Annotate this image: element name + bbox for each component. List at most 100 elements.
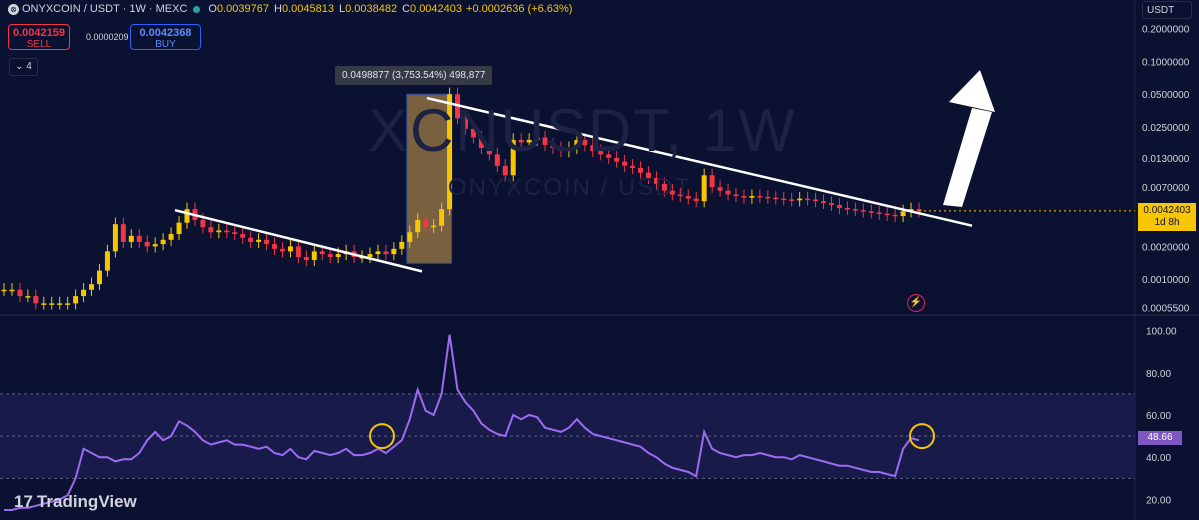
candle-body (868, 211, 874, 213)
candle-body (81, 289, 87, 297)
candle-body (327, 254, 333, 257)
candle-body (41, 303, 47, 305)
candle-body (375, 251, 381, 255)
candle-body (367, 254, 373, 257)
candle-body (510, 139, 516, 176)
candle-body (160, 239, 166, 245)
candle-body (279, 248, 285, 252)
symbol-title[interactable]: ONYXCOIN / USDT · 1W · MEXC (22, 3, 188, 15)
candle-body (89, 284, 95, 290)
change-value: +0.0002636 (+6.63%) (466, 3, 573, 15)
candle-body (295, 246, 301, 257)
close-label: C (402, 3, 411, 15)
candle-body (900, 211, 906, 217)
open-label: O (208, 3, 217, 15)
candle-body (112, 224, 118, 252)
indicators-toggle-button[interactable]: ⌄ 4 (9, 58, 38, 76)
rsi-axis-label: 60.00 (1146, 411, 1171, 422)
candle-body (717, 187, 723, 191)
candle-body (645, 172, 651, 178)
rsi-axis-label: 100.00 (1146, 327, 1177, 338)
candle-body (96, 270, 102, 285)
candle-body (622, 161, 628, 166)
market-status-icon (193, 5, 201, 13)
bar-countdown: 1d 8h (1154, 217, 1180, 228)
candle-body (805, 198, 811, 201)
candle-body (590, 145, 596, 152)
candle-body (638, 167, 644, 173)
candle-body (168, 234, 174, 240)
measure-tooltip: 0.0498877 (3,753.54%) 498,877 (335, 66, 493, 85)
price-axis-label: 0.0005500 (1142, 303, 1190, 314)
rsi-line (4, 334, 920, 511)
candle-body (399, 241, 405, 249)
price-axis-label: 0.0250000 (1142, 123, 1190, 134)
symbol-watermark-sub: ONYXCOIN / USDT (448, 174, 692, 201)
candle-body (152, 244, 158, 247)
candle-body (876, 212, 882, 214)
high-label: H (273, 3, 282, 15)
candle-body (25, 296, 31, 298)
low-label: L (338, 3, 346, 15)
candle-body (598, 151, 604, 155)
candle-body (287, 246, 293, 252)
candle-body (884, 213, 890, 216)
candle-body (57, 303, 63, 305)
candle-body (821, 201, 827, 204)
buy-price: 0.0042368 (139, 27, 192, 39)
candle-body (669, 190, 675, 195)
candle-body (844, 208, 850, 210)
candle-body (781, 198, 787, 201)
onyxcoin-symbol-icon: ⊗ (8, 3, 19, 15)
descending-trendline-1 (174, 208, 423, 273)
last-price-value: 0.0042403 (1143, 205, 1191, 216)
lightning-icon[interactable]: ⚡ (907, 294, 925, 312)
rsi-band (0, 393, 1135, 479)
candle-body (773, 197, 779, 200)
candle-body (104, 251, 110, 271)
candle-body (423, 219, 429, 228)
candle-body (526, 139, 532, 143)
symbol-header: ⊗ ONYXCOIN / USDT · 1W · MEXC O0.0039767 H 0… (8, 3, 572, 15)
candle-body (725, 190, 731, 195)
candle-body (248, 237, 254, 242)
candle-body (184, 209, 190, 223)
candle-body (335, 254, 341, 257)
sell-label: SELL (26, 39, 52, 50)
candle-body (494, 154, 500, 166)
candle-body (120, 224, 126, 242)
tradingview-logo: 17 TradingView (14, 492, 137, 512)
candle-body (892, 214, 898, 217)
candle-body (534, 137, 540, 140)
open-value: 0.0039767 (216, 3, 269, 15)
candle-body (789, 199, 795, 201)
candle-body (685, 196, 691, 199)
candle-body (614, 157, 620, 162)
currency-selector[interactable]: USDT (1142, 1, 1192, 19)
rsi-axis-label: 20.00 (1146, 495, 1171, 506)
candle-body (462, 118, 468, 129)
candle-body (582, 139, 588, 146)
candle-body (733, 194, 739, 197)
candle-body (240, 234, 246, 238)
candle-body (606, 154, 612, 158)
candle-body (852, 209, 858, 211)
price-axis-label: 0.1000000 (1142, 57, 1190, 68)
candle-body (232, 232, 238, 235)
buy-button[interactable]: 0.0042368 BUY (130, 24, 201, 50)
candle-body (407, 232, 413, 242)
candle-body (693, 198, 699, 202)
rsi-axis-label: 80.00 (1146, 369, 1171, 380)
candle-body (319, 251, 325, 255)
candle-body (256, 239, 262, 242)
candle-body (741, 196, 747, 198)
candle-body (550, 145, 556, 149)
candle-body (391, 248, 397, 255)
rsi-breakout-circle-1 (369, 423, 395, 450)
candle-body (208, 227, 214, 233)
candle-body (176, 222, 182, 235)
low-value: 0.0038482 (345, 3, 398, 15)
sell-button[interactable]: 0.0042159 SELL (8, 24, 70, 50)
candle-body (415, 219, 421, 233)
